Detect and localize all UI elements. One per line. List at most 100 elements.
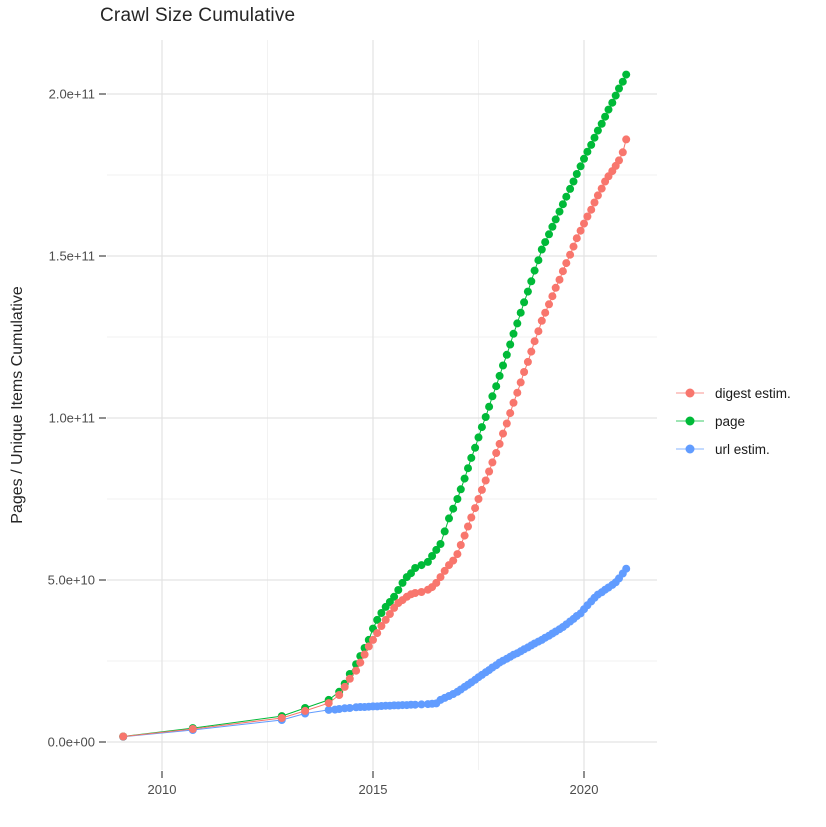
legend-item-digest-estim: digest estim.	[674, 379, 791, 407]
data-point	[369, 635, 377, 644]
data-point	[477, 485, 486, 494]
y-tick-label: 5.0e+10	[48, 573, 95, 588]
data-point	[615, 156, 623, 165]
data-point	[604, 105, 613, 114]
data-point	[555, 207, 564, 216]
data-point	[534, 327, 543, 336]
data-point	[471, 443, 480, 452]
data-point	[530, 266, 539, 275]
data-point	[188, 725, 197, 733]
data-point	[488, 392, 497, 401]
data-point	[436, 573, 445, 582]
data-point	[537, 316, 546, 325]
data-point	[423, 557, 432, 566]
data-point	[587, 140, 596, 149]
data-point	[398, 578, 407, 587]
data-point	[499, 429, 507, 438]
data-point	[587, 205, 596, 214]
data-point	[583, 212, 592, 221]
data-point	[411, 589, 420, 597]
legend-marker-digest-icon	[676, 388, 704, 398]
data-point	[622, 135, 631, 144]
data-point	[464, 464, 472, 473]
data-point	[513, 319, 522, 328]
data-point	[377, 622, 386, 630]
y-tick-label: 2.0e+11	[49, 87, 95, 102]
data-point	[611, 91, 620, 100]
data-point	[499, 361, 507, 370]
data-point	[576, 226, 585, 235]
data-point	[593, 126, 602, 135]
data-point	[527, 347, 536, 356]
data-point	[385, 610, 394, 618]
data-point	[449, 504, 458, 513]
data-point	[590, 133, 599, 142]
data-point	[417, 700, 426, 709]
data-point	[345, 704, 354, 712]
data-point	[615, 84, 623, 93]
data-point	[580, 154, 588, 163]
data-point	[506, 340, 515, 349]
data-point	[541, 238, 550, 247]
data-point	[277, 714, 286, 722]
data-point	[411, 564, 420, 572]
data-point	[449, 556, 458, 565]
data-point	[467, 453, 476, 462]
data-point	[551, 283, 560, 292]
data-point	[618, 148, 627, 157]
data-point	[340, 682, 349, 691]
data-point	[530, 337, 539, 346]
legend-marker-url-icon	[676, 444, 704, 454]
data-point	[580, 219, 588, 228]
data-point	[506, 409, 515, 418]
data-point	[488, 458, 497, 467]
data-point	[572, 234, 581, 243]
data-point	[417, 561, 426, 570]
data-point	[492, 382, 501, 391]
y-tick-label: 0.0e+00	[48, 735, 95, 750]
data-point	[558, 267, 567, 276]
data-point	[566, 184, 575, 193]
data-point	[572, 170, 581, 178]
data-point	[453, 495, 462, 503]
x-tick-label: 2020	[570, 782, 599, 797]
data-point	[390, 592, 399, 601]
data-point	[597, 184, 606, 193]
data-point	[590, 198, 599, 207]
y-tick-label: 1.0e+11	[49, 411, 95, 426]
data-point	[345, 674, 354, 683]
data-point	[516, 308, 525, 317]
data-point	[360, 650, 369, 659]
data-point	[467, 513, 476, 522]
data-point	[381, 615, 390, 624]
data-point	[456, 541, 465, 549]
data-point	[460, 531, 469, 540]
data-point	[432, 578, 441, 587]
data-point	[356, 658, 365, 667]
data-point	[453, 550, 462, 559]
data-point	[474, 433, 483, 442]
data-point	[576, 162, 585, 171]
data-point	[545, 230, 553, 239]
data-point	[485, 467, 494, 476]
chart-title: Crawl Size Cumulative	[100, 5, 296, 26]
data-point	[335, 691, 344, 699]
data-point	[364, 642, 373, 651]
data-point	[597, 119, 606, 128]
data-point	[622, 70, 631, 79]
data-point	[551, 215, 560, 224]
legend-label-url: url estim.	[715, 441, 770, 457]
data-point	[502, 350, 511, 359]
data-point	[485, 402, 494, 411]
data-point	[477, 423, 486, 432]
data-point	[471, 504, 480, 513]
data-point	[464, 522, 472, 531]
data-point	[394, 586, 403, 594]
data-point	[495, 439, 504, 448]
legend-item-page: page	[674, 407, 791, 435]
data-point	[324, 705, 333, 714]
data-point	[492, 449, 501, 457]
data-point	[608, 98, 617, 107]
